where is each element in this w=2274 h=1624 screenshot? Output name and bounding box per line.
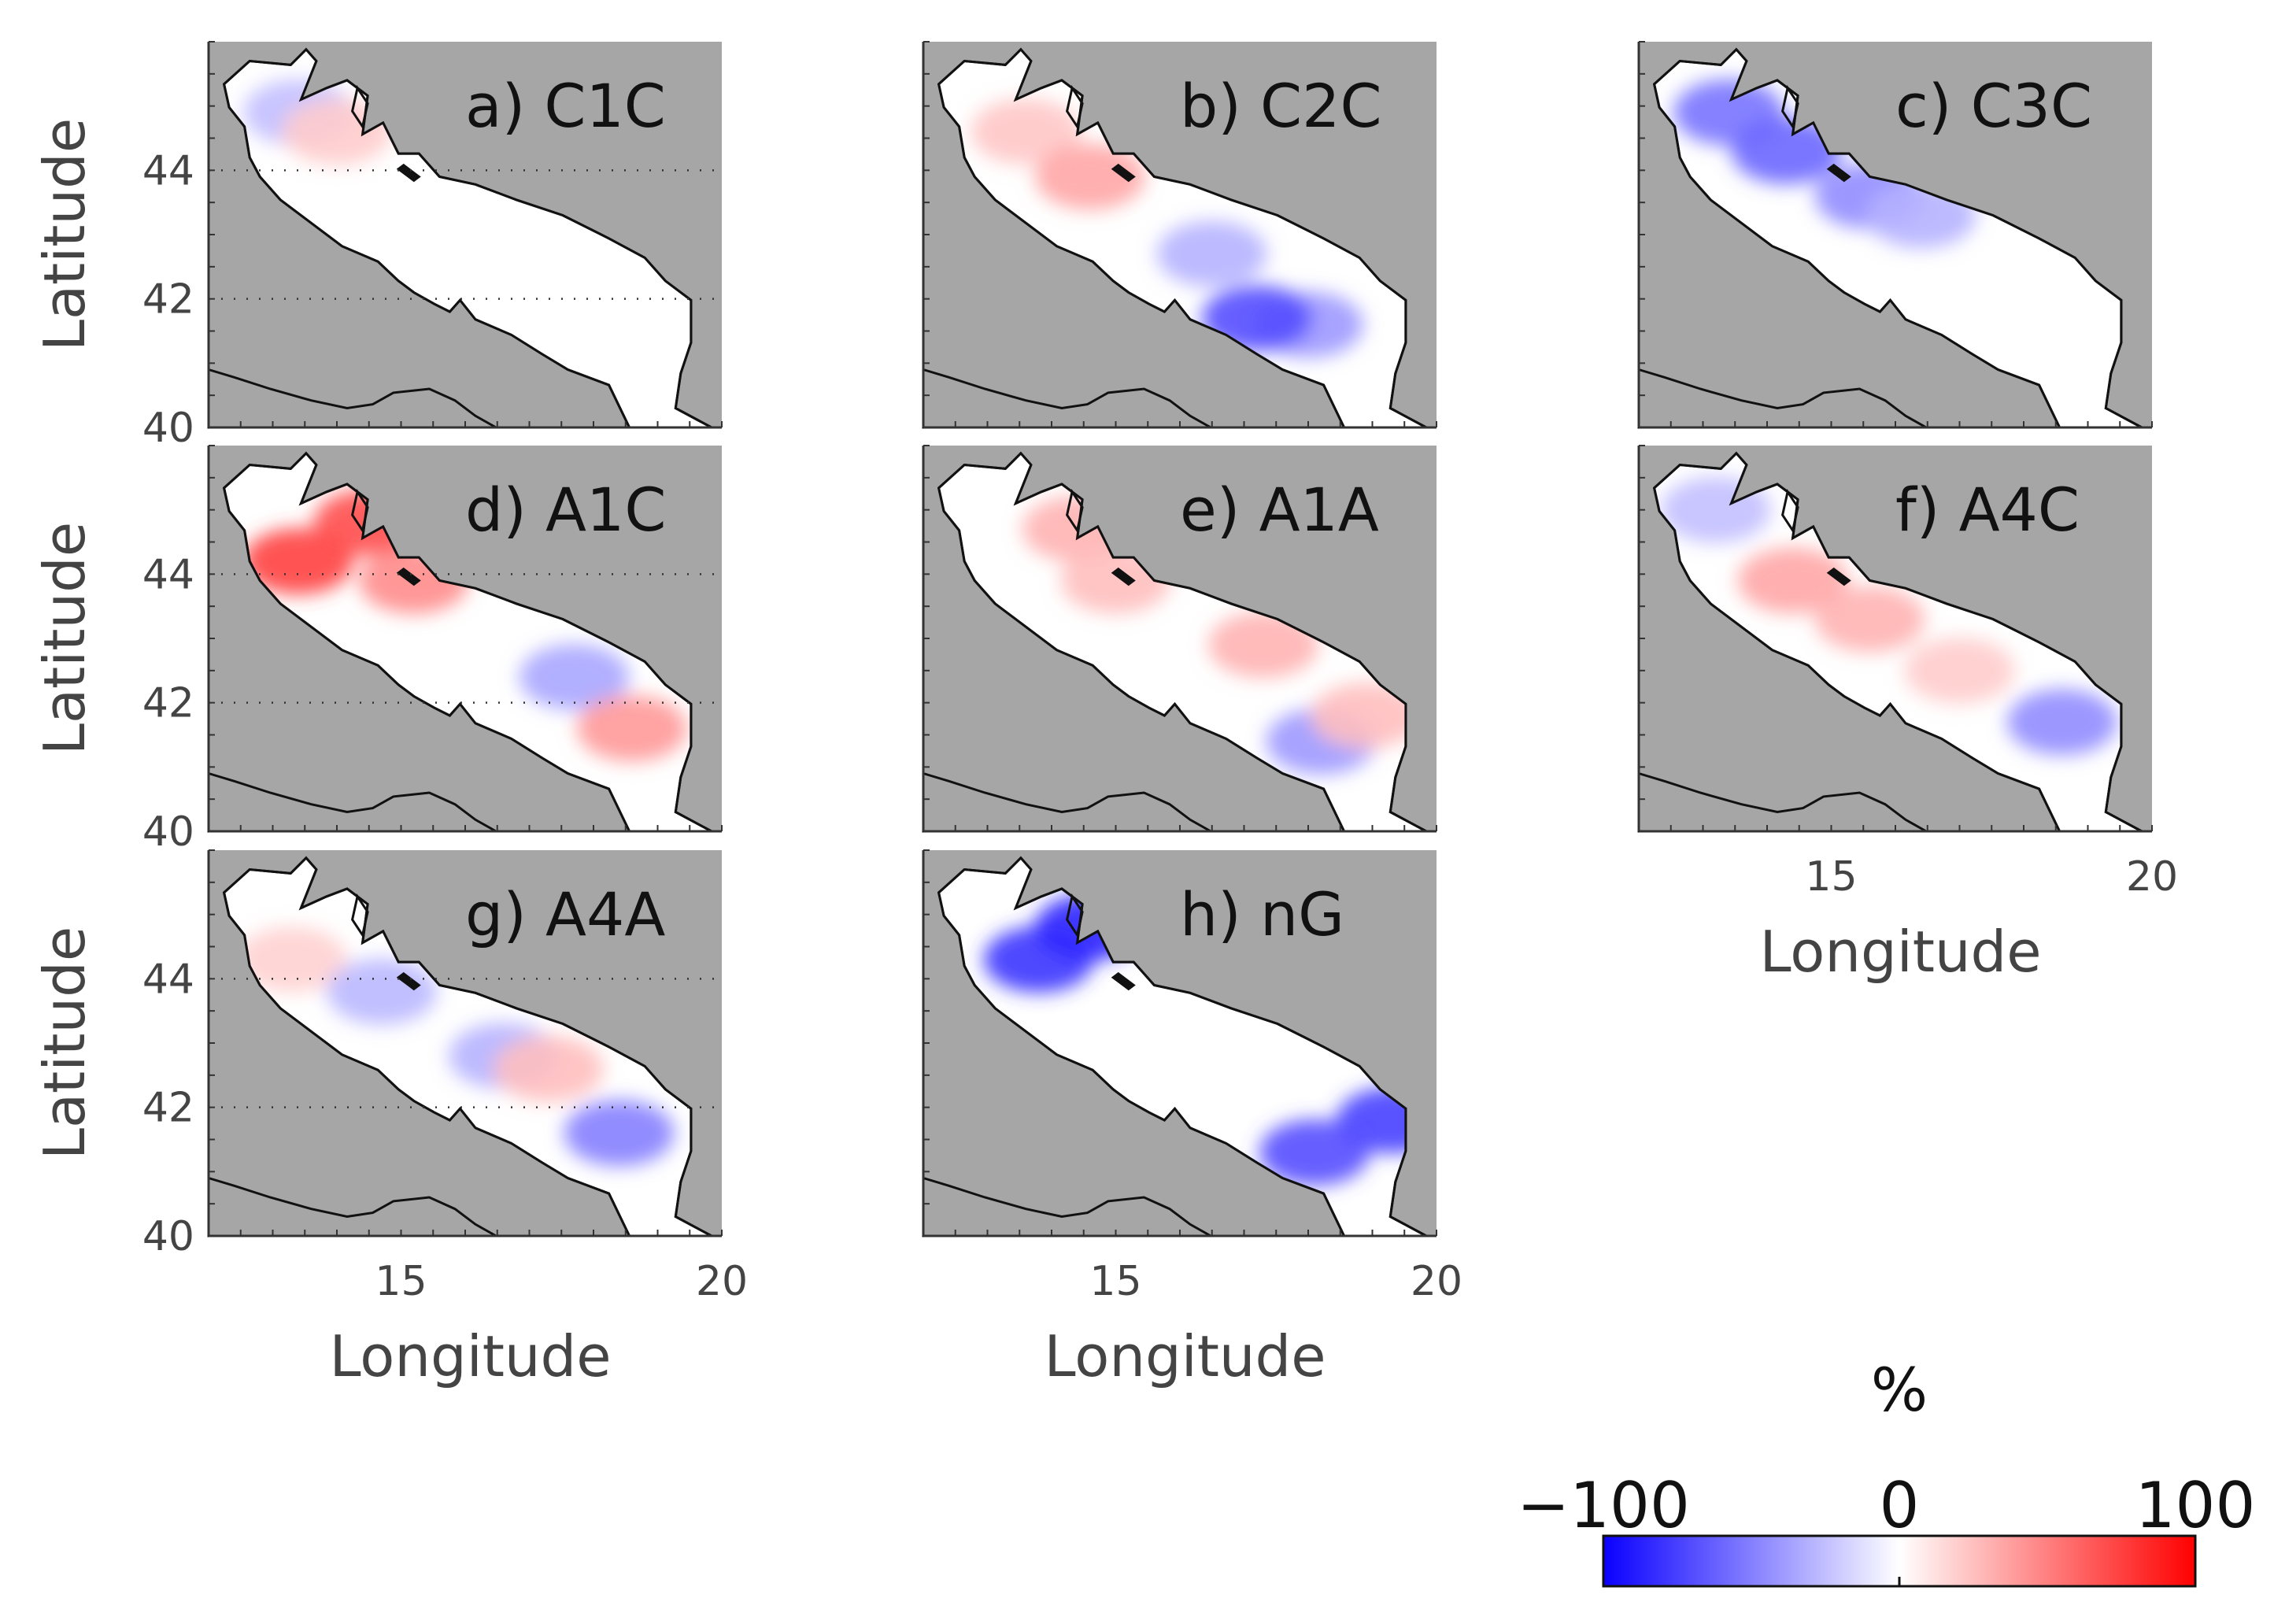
panel-c: c) C3C [1637, 42, 2152, 429]
panel-f: f) A4C [1637, 446, 2152, 833]
x-axis-label: Longitude [1759, 919, 2041, 985]
island-outline [1065, 85, 1084, 130]
y-tick-label: 40 [142, 405, 194, 452]
x-tick-label: 20 [2126, 853, 2178, 901]
anomaly-blob [1201, 285, 1312, 352]
anomaly-field [971, 98, 1363, 358]
anomaly-blob [2006, 689, 2117, 756]
colorbar-tick-zero: 0 [1880, 1469, 1920, 1542]
axes: 40 42 44 Latitude 40 42 44 Latitude 15 20 Longitud… [31, 41, 2178, 1389]
panel-g: g) A4A [207, 850, 722, 1237]
x-tick-label: 20 [696, 1258, 748, 1305]
map-panels: a) C1C b) C2C c) C3C d) A1C e) A1A f) A4C g) A… [207, 42, 2152, 1237]
x-tick-label: 15 [1089, 1258, 1141, 1305]
x-tick-label: 20 [1411, 1258, 1462, 1305]
anomaly-blob [1737, 547, 1848, 614]
panel-title: g) A4A [465, 879, 665, 949]
panel-title: e) A1A [1180, 475, 1379, 545]
anomaly-blob [1207, 612, 1318, 679]
coastline [222, 856, 712, 1237]
coastline [937, 47, 1427, 429]
anomaly-blob [576, 695, 687, 762]
island-outline [350, 85, 369, 130]
anomaly-blob [564, 1100, 675, 1167]
y-tick-label: 44 [142, 956, 194, 1003]
x-tick-label: 15 [1805, 853, 1857, 901]
island-outline [396, 971, 421, 991]
panel-title: h) nG [1180, 879, 1344, 949]
coastline [1652, 47, 2143, 429]
y-tick-label: 40 [142, 1213, 194, 1260]
anomaly-blob [1814, 586, 1925, 653]
anomaly-blob [519, 644, 630, 710]
coastline [222, 47, 712, 429]
island-outline [1065, 893, 1084, 938]
coastline [1652, 451, 2143, 833]
anomaly-field [1660, 476, 2117, 756]
anomaly-blob [1311, 683, 1422, 749]
panel-h: h) nG [922, 850, 1437, 1237]
anomaly-blob [243, 528, 354, 594]
anomaly-field [243, 79, 392, 165]
anomaly-blob [1034, 143, 1145, 210]
panel-a: a) C1C [207, 42, 722, 429]
panel-d: d) A1C [207, 446, 722, 833]
colorbar-tick-min: −100 [1517, 1469, 1690, 1542]
y-axis-label: Latitude [31, 522, 98, 755]
panel-title: b) C2C [1180, 71, 1382, 141]
panel-title: c) C3C [1895, 71, 2092, 141]
x-axis-label: Longitude [329, 1323, 611, 1389]
island-outline [1826, 567, 1851, 586]
panel-b: b) C2C [922, 42, 1437, 429]
anomaly-field [236, 926, 675, 1167]
anomaly-blob [1156, 220, 1267, 287]
island-outline [350, 893, 369, 938]
anomaly-blob [1904, 637, 2015, 704]
anomaly-blob [971, 98, 1082, 165]
y-tick-label: 40 [142, 808, 194, 856]
panel-title: d) A1C [465, 475, 666, 545]
island-outline [1065, 489, 1084, 534]
x-tick-label: 15 [375, 1258, 427, 1305]
coastline [937, 451, 1427, 833]
island-outline [1111, 163, 1136, 183]
anomaly-blob [493, 1035, 604, 1102]
island-outline [1780, 489, 1799, 534]
anomaly-blob [327, 958, 438, 1025]
y-tick-label: 42 [142, 276, 194, 324]
coastline [937, 856, 1427, 1237]
colorbar-title: % [1871, 1355, 1928, 1425]
island-outline [396, 567, 421, 586]
panel-e: e) A1A [922, 446, 1437, 833]
colorbar-tick-max: 100 [2135, 1469, 2256, 1542]
y-axis-label: Latitude [31, 927, 98, 1160]
island-outline [396, 163, 421, 183]
panel-title: f) A4C [1895, 475, 2080, 545]
y-tick-label: 44 [142, 551, 194, 598]
panel-title: a) C1C [465, 71, 666, 141]
y-tick-label: 42 [142, 680, 194, 727]
anomaly-blob [1259, 1119, 1370, 1186]
colorbar: % −100 0 100 [1517, 1355, 2256, 1588]
anomaly-blob [236, 926, 347, 993]
island-outline [1826, 163, 1851, 183]
coastline [222, 451, 712, 833]
y-axis-label: Latitude [31, 118, 98, 351]
island-outline [1111, 567, 1136, 586]
y-tick-label: 44 [142, 147, 194, 194]
y-tick-label: 42 [142, 1085, 194, 1132]
island-outline [350, 489, 369, 534]
anomaly-blob [1731, 117, 1842, 184]
island-outline [1780, 85, 1799, 130]
x-axis-label: Longitude [1044, 1323, 1326, 1389]
island-outline [1111, 971, 1136, 991]
